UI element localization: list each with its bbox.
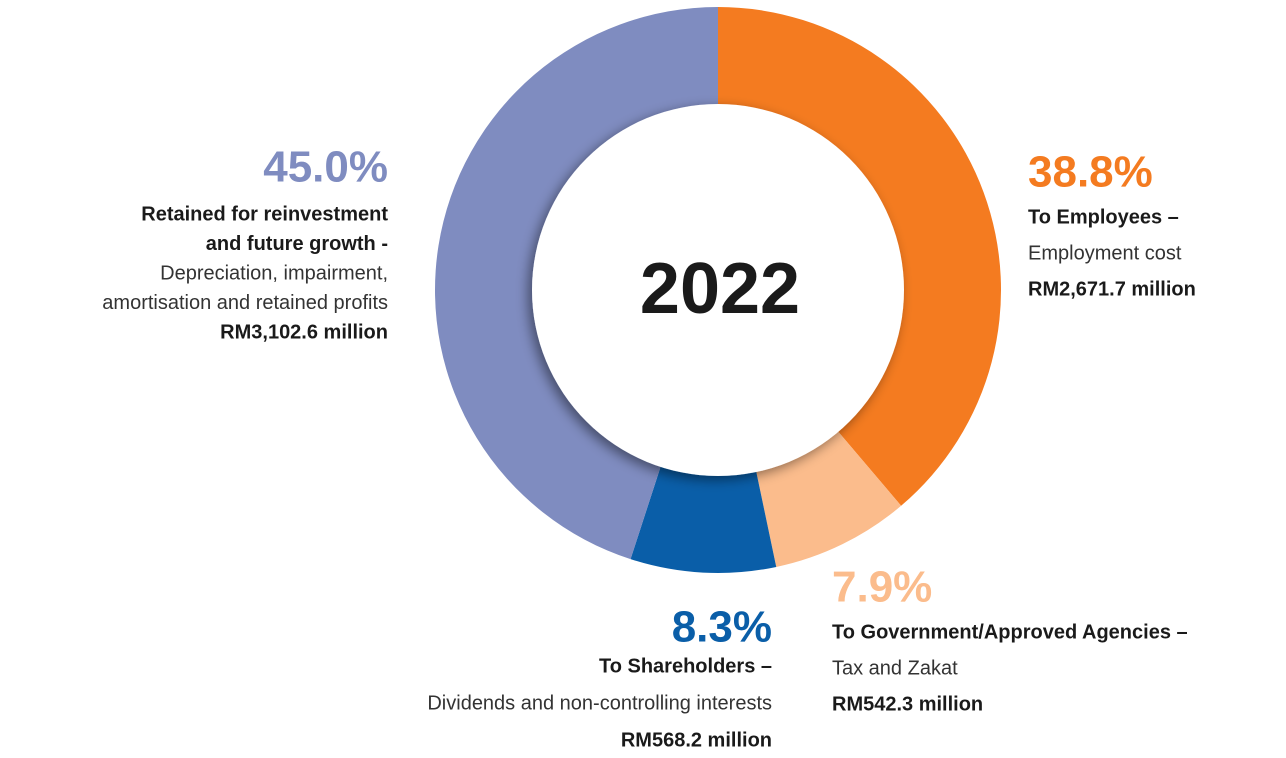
slice-amount: RM3,102.6 million: [220, 321, 388, 343]
slice-description: Employment cost: [1028, 242, 1182, 264]
slice-title: To Employees –: [1028, 206, 1179, 228]
slice: [435, 7, 718, 560]
center-label: 2022: [640, 249, 800, 329]
percent-label: 38.8%: [1028, 148, 1153, 197]
slice-description: Depreciation, impairment,: [160, 262, 388, 284]
slice-amount: RM542.3 million: [832, 693, 983, 715]
slice: [630, 461, 777, 573]
slice-description: Tax and Zakat: [832, 657, 958, 679]
slice-amount: RM568.2 million: [621, 729, 772, 751]
percent-label: 8.3%: [672, 603, 772, 652]
slice-title: To Shareholders –: [599, 655, 772, 677]
slice: [718, 7, 1001, 506]
slice-title: To Government/Approved Agencies –: [832, 621, 1188, 643]
slice-description: amortisation and retained profits: [102, 292, 388, 314]
slice-amount: RM2,671.7 million: [1028, 278, 1196, 300]
donut: [435, 7, 1001, 573]
percent-label: 45.0%: [263, 143, 388, 192]
percent-label: 7.9%: [832, 563, 932, 612]
slice-title: and future growth -: [206, 233, 388, 255]
slice: [755, 427, 902, 567]
slice-description: Dividends and non-controlling interests: [427, 692, 772, 714]
slice-title: Retained for reinvestment: [141, 203, 388, 225]
donut-hole: [532, 104, 904, 476]
